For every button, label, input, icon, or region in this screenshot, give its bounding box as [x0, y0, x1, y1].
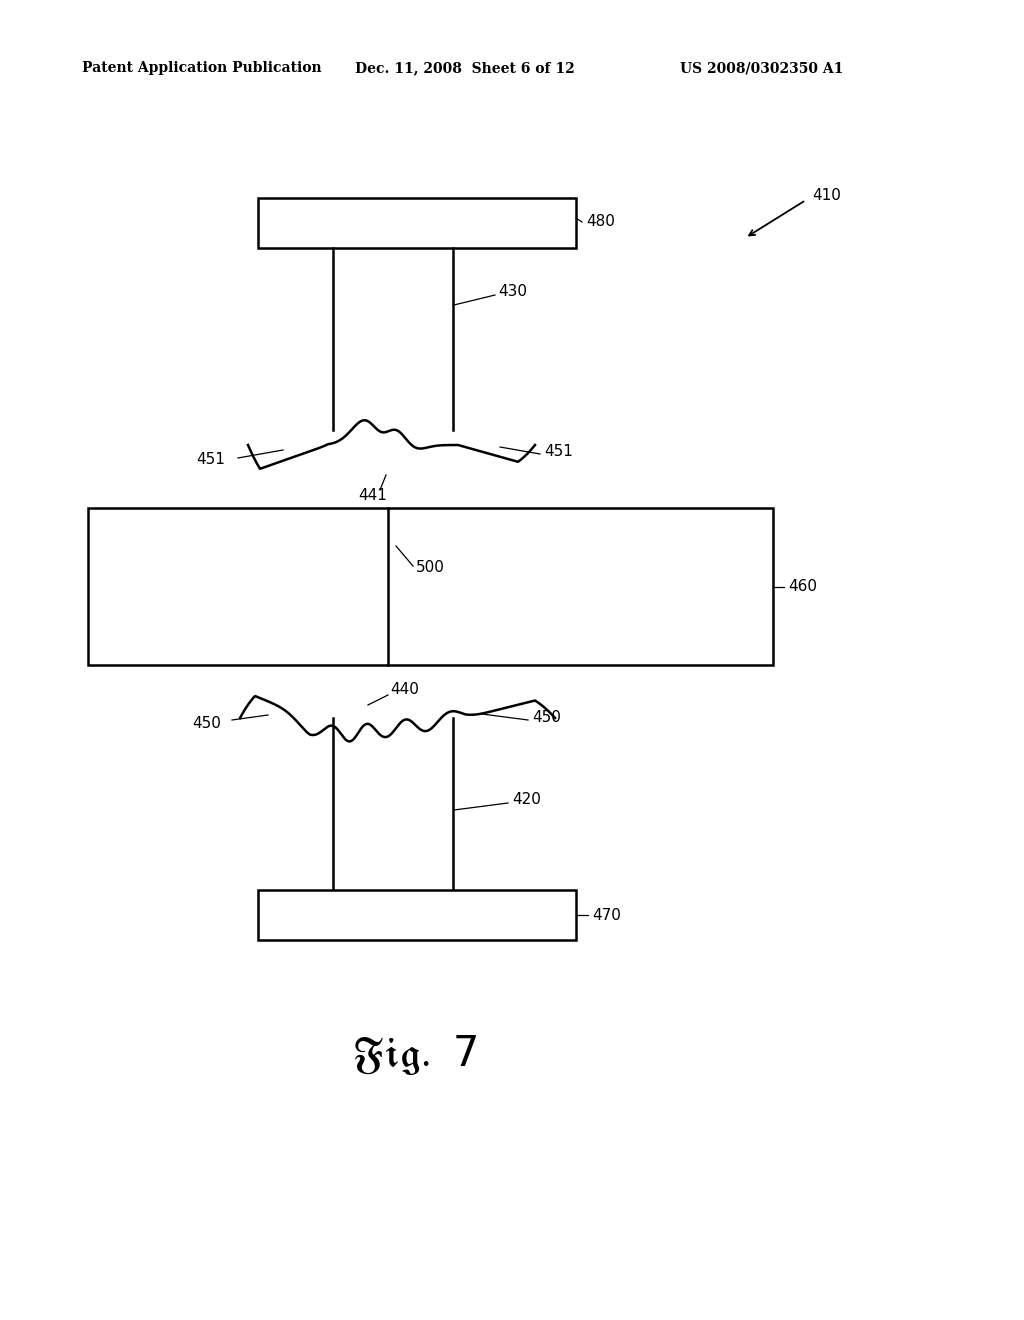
Text: 441: 441: [358, 488, 387, 503]
Text: 480: 480: [586, 214, 614, 230]
Text: 451: 451: [196, 453, 225, 467]
Text: 430: 430: [498, 285, 527, 300]
Text: Dec. 11, 2008  Sheet 6 of 12: Dec. 11, 2008 Sheet 6 of 12: [355, 61, 574, 75]
Bar: [258, 198, 575, 248]
Bar: [258, 890, 575, 940]
Text: 460: 460: [788, 579, 817, 594]
Text: 420: 420: [512, 792, 541, 808]
Text: 450: 450: [193, 715, 221, 730]
Text: 500: 500: [416, 561, 444, 576]
Text: 410: 410: [812, 187, 841, 202]
Text: Patent Application Publication: Patent Application Publication: [82, 61, 322, 75]
Text: 450: 450: [532, 710, 561, 726]
Text: $\mathfrak{Fig.}\ 7$: $\mathfrak{Fig.}\ 7$: [352, 1034, 478, 1077]
Text: 470: 470: [592, 908, 621, 923]
Bar: [88, 508, 773, 665]
Text: 440: 440: [390, 682, 419, 697]
Text: 451: 451: [544, 445, 572, 459]
Text: US 2008/0302350 A1: US 2008/0302350 A1: [680, 61, 844, 75]
